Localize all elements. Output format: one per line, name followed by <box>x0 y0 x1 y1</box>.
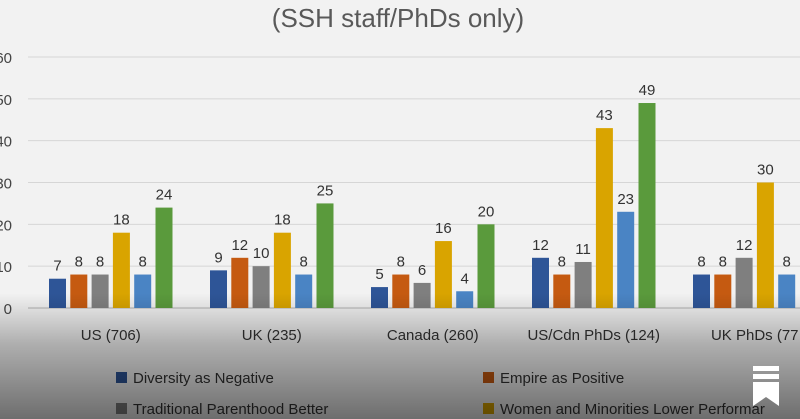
data-label: 30 <box>757 162 774 179</box>
bar <box>617 211 635 308</box>
data-label: 24 <box>156 187 173 204</box>
data-label: 8 <box>783 254 791 271</box>
bar <box>91 274 109 308</box>
data-label: 5 <box>375 266 383 283</box>
data-label: 11 <box>575 241 591 258</box>
data-label: 16 <box>435 220 452 237</box>
data-label: 6 <box>418 262 426 279</box>
data-label: 12 <box>231 237 248 254</box>
y-tick-label: 30 <box>0 176 12 193</box>
data-label: 20 <box>478 203 495 220</box>
y-tick-label: 60 <box>0 50 12 67</box>
legend-swatch <box>116 403 127 414</box>
bar <box>252 266 270 308</box>
legend-swatch <box>483 403 494 414</box>
x-tick-label: UK (235) <box>242 327 302 344</box>
bar <box>778 274 796 308</box>
y-tick-label: 50 <box>0 92 12 109</box>
data-label: 8 <box>397 254 405 271</box>
data-label: 18 <box>113 212 130 229</box>
bar <box>231 257 249 308</box>
bar <box>477 224 495 308</box>
data-label: 8 <box>697 254 705 271</box>
bar <box>413 282 431 308</box>
data-label: 8 <box>719 254 727 271</box>
bar <box>638 103 656 309</box>
bar <box>756 182 774 308</box>
bar <box>134 274 152 308</box>
legend-label: Diversity as Negative <box>133 370 274 387</box>
x-tick-label: Canada (260) <box>387 327 479 344</box>
x-tick-label: UK PhDs (77 <box>711 327 799 344</box>
x-tick-label: US/Cdn PhDs (124) <box>527 327 660 344</box>
legend-swatch <box>483 372 494 383</box>
chart-title: (SSH staff/PhDs only) <box>272 3 524 33</box>
data-label: 49 <box>639 82 656 99</box>
y-tick-label: 20 <box>0 217 12 234</box>
bar <box>49 278 66 308</box>
data-label: 8 <box>558 254 566 271</box>
bar <box>316 203 334 308</box>
bar <box>456 291 474 308</box>
data-label: 9 <box>214 249 222 266</box>
bookmark-icon[interactable] <box>751 366 781 406</box>
bar <box>371 287 388 308</box>
bar <box>295 274 313 308</box>
data-label: 8 <box>139 254 147 271</box>
data-label: 8 <box>75 254 83 271</box>
bar <box>155 207 173 308</box>
data-label: 23 <box>617 191 634 208</box>
data-label: 18 <box>274 212 291 229</box>
bar <box>693 274 710 308</box>
data-label: 12 <box>736 237 753 254</box>
y-tick-label: 0 <box>4 301 12 318</box>
bar <box>735 257 753 308</box>
data-label: 43 <box>596 107 613 124</box>
legend-swatch <box>116 372 127 383</box>
legend-label: Empire as Positive <box>500 370 624 387</box>
y-tick-label: 10 <box>0 259 12 276</box>
bar <box>553 274 571 308</box>
data-label: 10 <box>253 245 270 262</box>
data-label: 4 <box>461 270 469 287</box>
bar <box>434 241 452 308</box>
bar <box>532 257 549 308</box>
data-label: 12 <box>532 237 549 254</box>
bar <box>574 261 592 308</box>
data-label: 8 <box>96 254 104 271</box>
y-tick-label: 40 <box>0 134 12 151</box>
bar <box>392 274 410 308</box>
bar <box>70 274 88 308</box>
data-label: 25 <box>317 182 334 199</box>
legend-label: Traditional Parenthood Better <box>133 401 328 418</box>
data-label: 7 <box>53 258 61 275</box>
bar <box>595 128 613 308</box>
data-label: 8 <box>300 254 308 271</box>
x-tick-label: US (706) <box>81 327 141 344</box>
bar <box>273 232 291 308</box>
bar <box>714 274 732 308</box>
legend-label: Women and Minorities Lower Performar <box>500 401 765 418</box>
bar <box>210 270 227 308</box>
bar <box>112 232 130 308</box>
